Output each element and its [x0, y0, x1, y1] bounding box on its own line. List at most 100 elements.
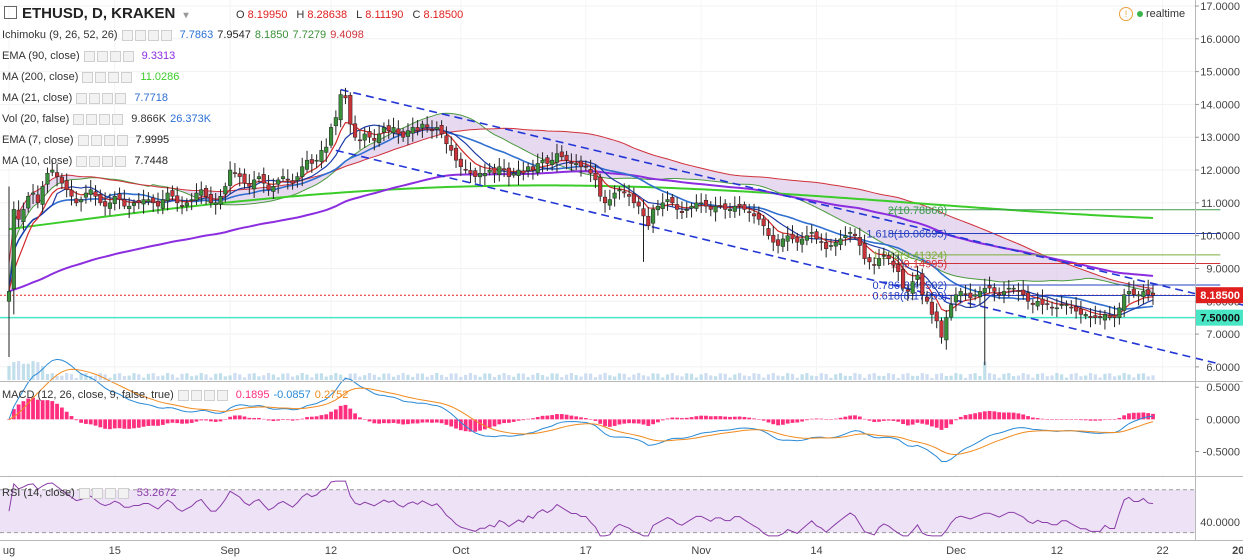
realtime-status[interactable]: ! realtime [1119, 7, 1185, 21]
volume-bar [1127, 374, 1131, 380]
close-icon[interactable] [160, 29, 172, 41]
volume-bar [108, 377, 112, 380]
eye-icon[interactable] [73, 113, 85, 125]
candle-body [1146, 289, 1151, 295]
plus-icon[interactable] [104, 487, 116, 499]
candle-body [920, 273, 925, 295]
legend-ma21-controls[interactable] [76, 92, 128, 104]
macd-histogram-bar [785, 419, 790, 424]
collapse-icon[interactable] [4, 6, 17, 19]
legend-volume[interactable]: Vol (20, false) 9.866K 26.373K [2, 113, 215, 125]
close-icon[interactable] [117, 487, 129, 499]
legend-ema90[interactable]: EMA (90, close) 9.3313 [2, 50, 179, 62]
candle-body [574, 163, 579, 165]
eye-icon[interactable] [76, 155, 88, 167]
chevron-down-icon[interactable]: ▾ [183, 10, 189, 21]
legend-ichimoku-controls[interactable] [121, 29, 174, 41]
eye-icon[interactable] [82, 71, 94, 83]
macd-histogram-bar [1083, 419, 1088, 421]
plus-icon[interactable] [108, 71, 120, 83]
legend-ema90-controls[interactable] [83, 50, 136, 62]
plus-icon[interactable] [102, 155, 114, 167]
gear-icon[interactable] [86, 113, 98, 125]
volume-bar [483, 373, 487, 380]
gear-icon[interactable] [91, 487, 103, 499]
eye-icon[interactable] [77, 134, 89, 146]
gear-icon[interactable] [190, 389, 202, 401]
close-icon[interactable] [116, 134, 128, 146]
plus-icon[interactable] [99, 113, 111, 125]
legend-macd[interactable]: MACD (12, 26, close, 9, false, true) 0.18… [2, 389, 352, 401]
legend-ma10-controls[interactable] [76, 155, 128, 167]
legend-ema7-controls[interactable] [77, 134, 130, 146]
close-icon[interactable] [115, 92, 127, 104]
close-icon[interactable] [121, 71, 133, 83]
volume-bar [536, 373, 540, 380]
plus-icon[interactable] [203, 389, 215, 401]
candle-body [64, 180, 69, 190]
volume-bar [194, 375, 199, 380]
plus-icon[interactable] [109, 50, 121, 62]
gear-icon[interactable] [96, 50, 108, 62]
macd-histogram-bar [242, 416, 247, 420]
volume-bar [939, 373, 944, 380]
close-icon[interactable] [115, 155, 127, 167]
legend-ma10[interactable]: MA (10, close) 7.7448 [2, 155, 172, 167]
legend-rsi[interactable]: RSI (14, close) 53.2672 [2, 487, 181, 499]
warning-icon[interactable]: ! [1119, 7, 1133, 21]
macd-histogram-bar [535, 417, 540, 420]
macd-histogram-bar [521, 419, 526, 421]
volume-bar [132, 373, 136, 380]
candle-body [1059, 304, 1064, 306]
gear-icon[interactable] [95, 71, 107, 83]
symbol-title[interactable]: ETHUSD, D, KRAKEN ▾ [4, 5, 189, 22]
volume-bar [1098, 377, 1102, 380]
gear-icon[interactable] [89, 92, 101, 104]
legend-volume-controls[interactable] [73, 113, 125, 125]
legend-ema7[interactable]: EMA (7, close) 7.9995 [2, 134, 173, 146]
eye-icon[interactable] [121, 29, 133, 41]
candle-body [391, 127, 396, 133]
candle-body [122, 199, 127, 207]
macd-histogram-bar [228, 416, 233, 420]
volume-bar [954, 373, 958, 380]
gear-icon[interactable] [90, 134, 102, 146]
legend-rsi-controls[interactable] [78, 487, 131, 499]
macd-histogram-bar [276, 419, 281, 421]
candle-body [828, 245, 833, 247]
candle-body [977, 291, 983, 298]
candle-body [1117, 307, 1122, 318]
volume-bar [1055, 373, 1059, 380]
plus-icon[interactable] [103, 134, 115, 146]
macd-histogram-bar [848, 415, 853, 420]
legend-ma200-controls[interactable] [82, 71, 134, 83]
legend-ma200[interactable]: MA (200, close) 11.0286 [2, 71, 183, 83]
legend-ichimoku-value: 9.4098 [330, 29, 364, 41]
macd-histogram-bar [651, 419, 656, 425]
gear-icon[interactable] [134, 29, 146, 41]
plus-icon[interactable] [102, 92, 114, 104]
eye-icon[interactable] [177, 389, 189, 401]
legend-macd-controls[interactable] [177, 389, 230, 401]
volume-bar [449, 373, 453, 380]
eye-icon[interactable] [78, 487, 90, 499]
volume-bar [74, 377, 78, 380]
volume-bar [26, 363, 30, 380]
eye-icon[interactable] [76, 92, 88, 104]
volume-bar [406, 374, 410, 380]
candle-body [478, 173, 483, 178]
legend-ichimoku[interactable]: Ichimoku (9, 26, 52, 26) 7.7863 7.9547 8.18… [2, 29, 368, 41]
legend-ma21[interactable]: MA (21, close) 7.7718 [2, 92, 172, 104]
candle-body [449, 145, 454, 151]
gear-icon[interactable] [89, 155, 101, 167]
plus-icon[interactable] [147, 29, 159, 41]
candle-body [295, 176, 300, 181]
eye-icon[interactable] [83, 50, 95, 62]
candle-body [1021, 289, 1026, 295]
close-icon[interactable] [112, 113, 124, 125]
candle-body [776, 239, 781, 246]
close-icon[interactable] [122, 50, 134, 62]
close-icon[interactable] [216, 389, 228, 401]
volume-bar [973, 373, 977, 380]
